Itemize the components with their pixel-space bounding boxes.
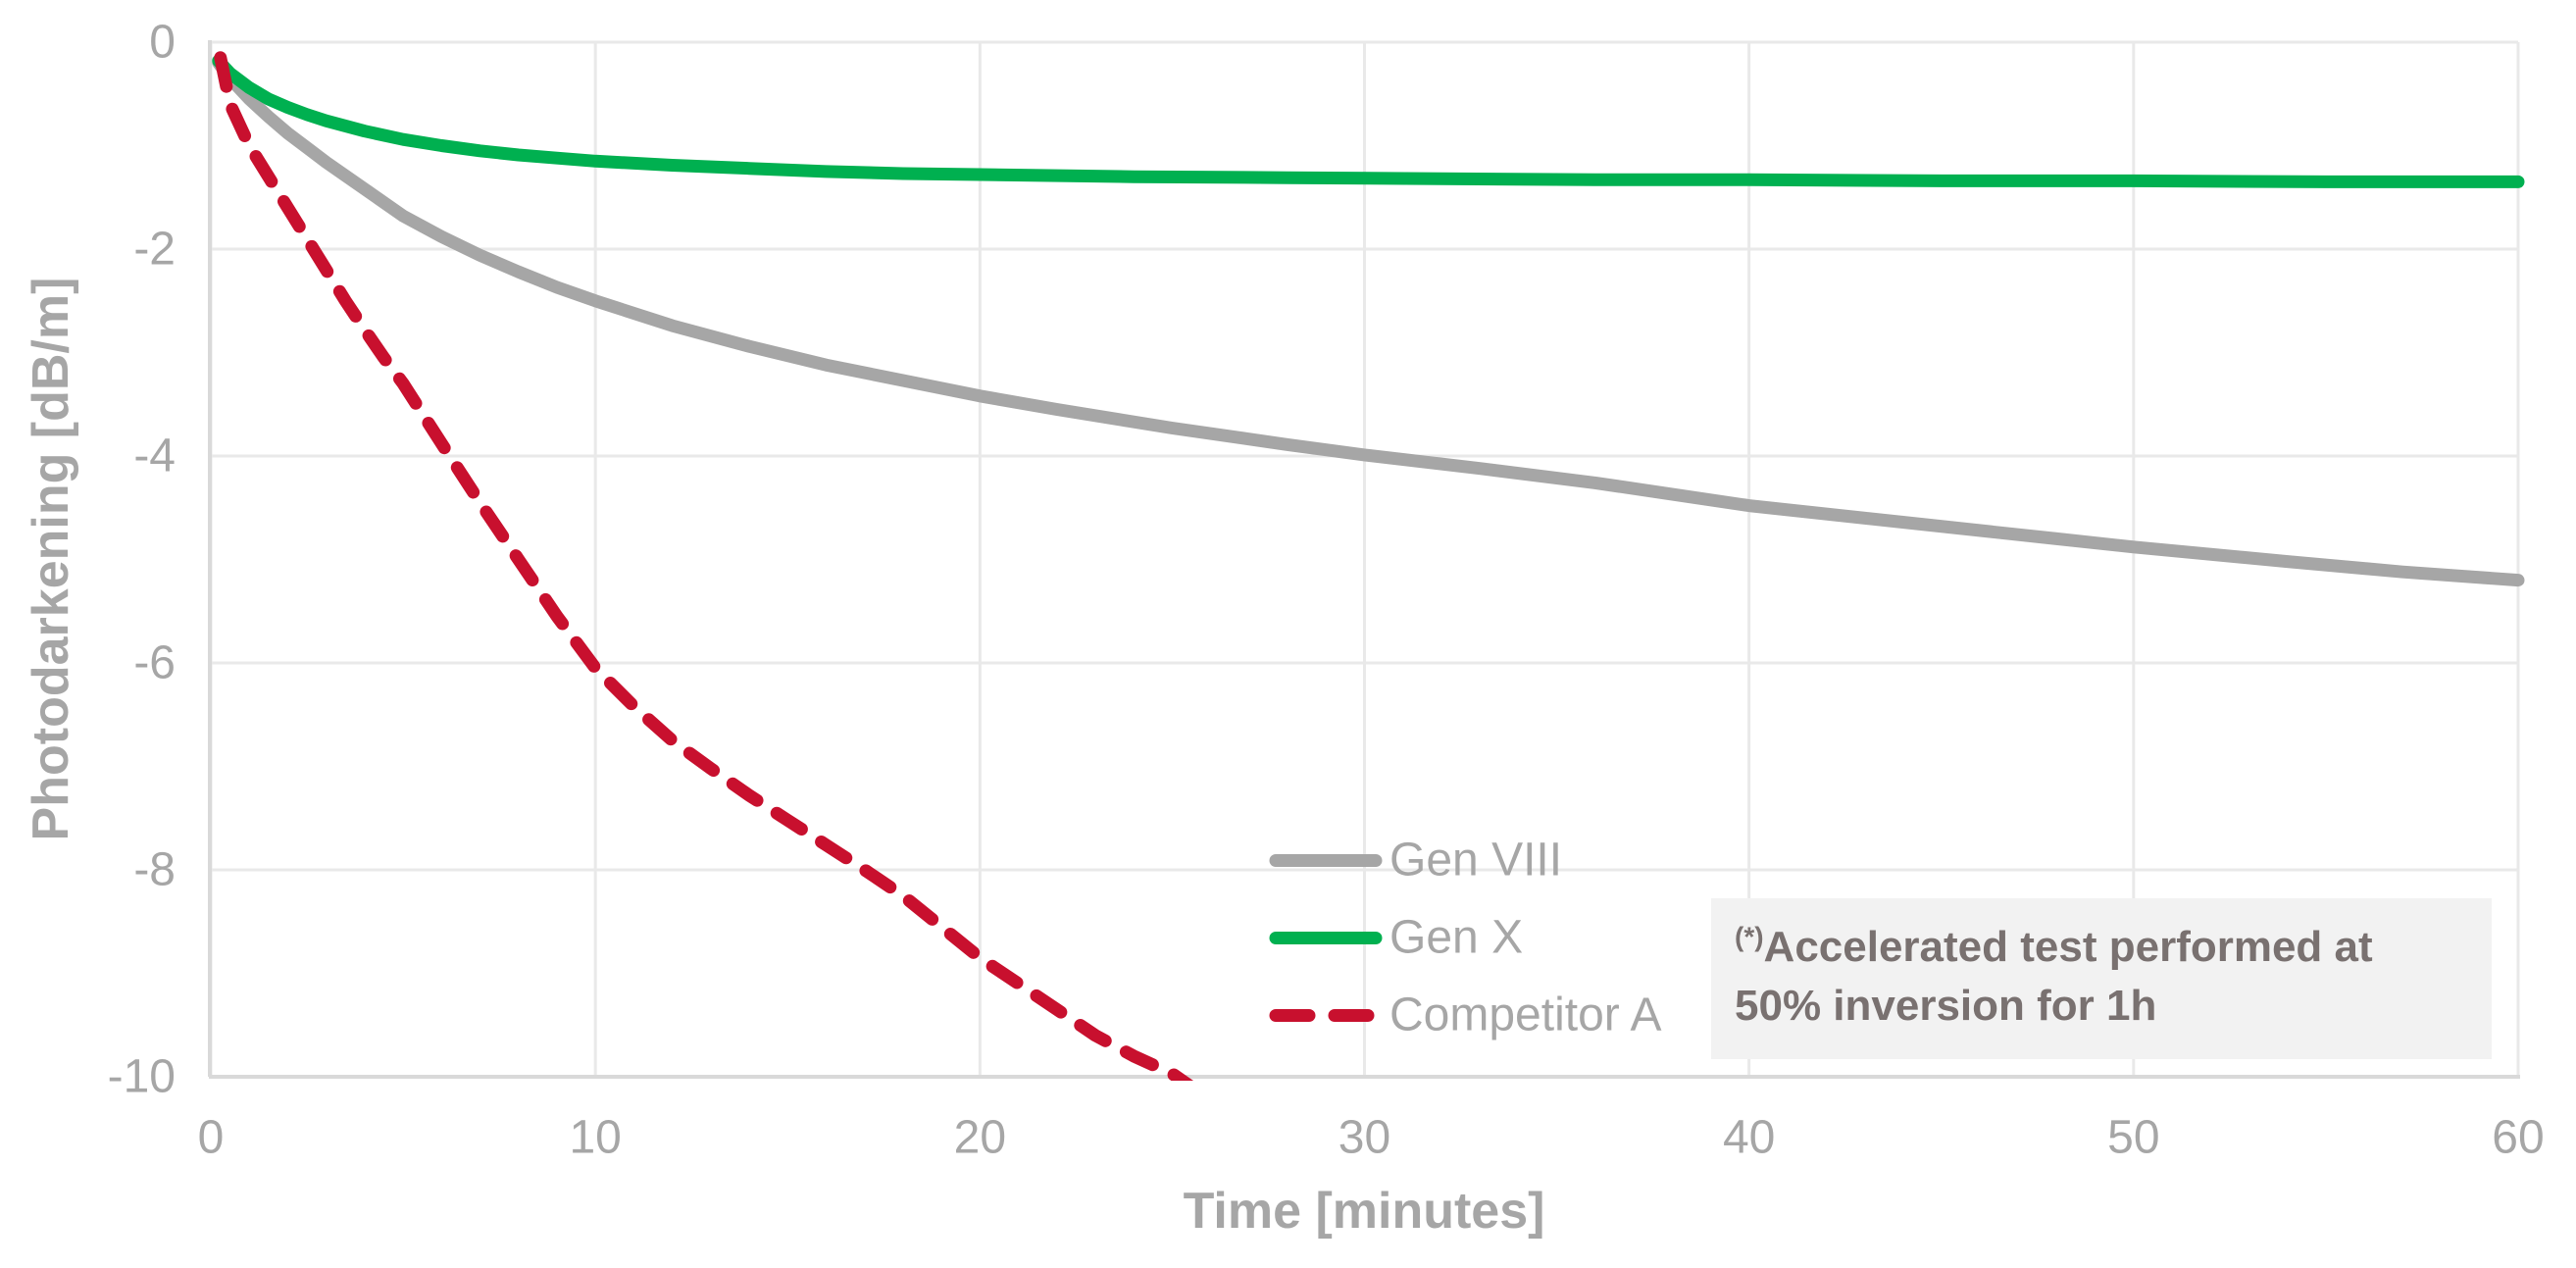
- legend-swatch-solid-line: [1269, 931, 1383, 944]
- legend-swatch-solid-line: [1269, 853, 1383, 867]
- legend-label: Gen X: [1389, 911, 1524, 964]
- annotation-superscript: (*): [1735, 921, 1764, 952]
- x-tick-label: 20: [953, 1111, 1007, 1164]
- legend-label: Gen VIII: [1389, 834, 1563, 887]
- y-axis-title: Photodarkening [dB/m]: [23, 277, 79, 841]
- y-tick-label: -4: [133, 430, 176, 482]
- x-tick-label: 50: [2107, 1111, 2160, 1164]
- legend-label: Competitor A: [1389, 989, 1662, 1041]
- x-tick-label: 10: [569, 1111, 622, 1164]
- y-tick-label: -2: [133, 223, 176, 276]
- y-tick-label: -6: [133, 636, 176, 689]
- series-line-gen-x: [212, 54, 2525, 188]
- y-tick-label: -8: [133, 843, 176, 896]
- legend-item-gen-x: Gen X: [1268, 911, 1523, 965]
- x-tick-label: 0: [197, 1111, 225, 1164]
- x-axis-title: Time [minutes]: [1183, 1183, 1545, 1240]
- legend-item-competitor-a: Competitor A: [1268, 989, 1661, 1042]
- x-tick-label: 30: [1338, 1111, 1391, 1164]
- legend-item-gen-viii: Gen VIII: [1268, 834, 1562, 888]
- annotation-line-1: Accelerated test performed at: [1763, 923, 2373, 971]
- series-line-competitor-a: [214, 51, 1194, 1081]
- annotation-box: (*)Accelerated test performed at 50% inv…: [1711, 898, 2492, 1059]
- y-tick-label: 0: [149, 16, 176, 69]
- series-line-gen-viii: [212, 56, 2525, 587]
- x-tick-label: 40: [1722, 1111, 1776, 1164]
- annotation-line-2: 50% inversion for 1h: [1735, 982, 2157, 1030]
- y-tick-label: -10: [107, 1050, 176, 1103]
- legend-swatch-dashed-line: [1269, 1008, 1383, 1022]
- x-tick-label: 60: [2492, 1111, 2545, 1164]
